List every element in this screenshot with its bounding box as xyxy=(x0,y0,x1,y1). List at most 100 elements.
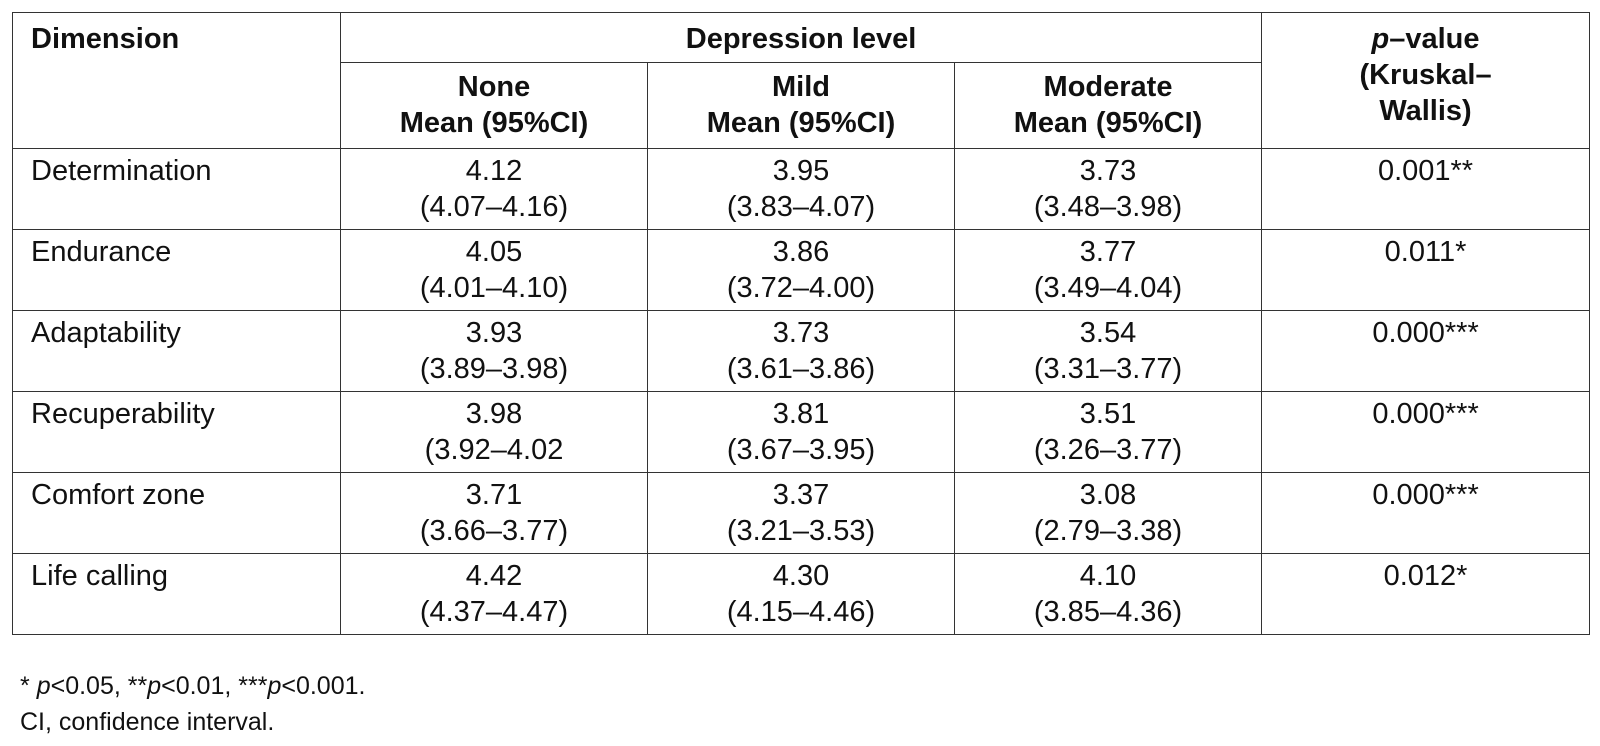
mean-value: 3.93 xyxy=(465,317,523,349)
mean-value: 3.54 xyxy=(1079,317,1137,349)
mean-value: 3.71 xyxy=(465,479,523,511)
p-value-cell: 0.000*** xyxy=(1261,391,1591,473)
results-table: Dimension Depression level p–value (Krus… xyxy=(12,12,1591,635)
ci-value: (4.15–4.46) xyxy=(726,596,876,628)
value-cell: 3.98 (3.92–4.02 xyxy=(340,391,648,473)
ci-value: (3.67–3.95) xyxy=(726,434,876,466)
ci-value: (3.72–4.00) xyxy=(726,272,876,304)
level-stat: Mean (95%CI) xyxy=(399,107,589,139)
level-stat: Mean (95%CI) xyxy=(706,107,896,139)
results-table-container: Dimension Depression level p–value (Krus… xyxy=(12,12,1591,635)
level-name: Mild xyxy=(772,71,830,103)
dimension-cell: Comfort zone xyxy=(12,472,341,554)
table-row: Comfort zone 3.71 (3.66–3.77) 3.37 (3.21–3… xyxy=(12,472,1591,554)
level-name: Moderate xyxy=(1043,71,1173,103)
value-cell: 3.86 (3.72–4.00) xyxy=(647,229,955,311)
header-p-value-line2: (Kruskal– xyxy=(1359,59,1492,91)
mean-value: 4.30 xyxy=(772,560,830,592)
mean-value: 3.73 xyxy=(772,317,830,349)
mean-value: 3.37 xyxy=(772,479,830,511)
ci-value: (3.89–3.98) xyxy=(419,353,569,385)
p-value-cell: 0.000*** xyxy=(1261,472,1591,554)
header-depression-level: Depression level xyxy=(339,12,1263,63)
table-row: Recuperability 3.98 (3.92–4.02 3.81 (3.67–… xyxy=(12,391,1591,473)
value-cell: 4.05 (4.01–4.10) xyxy=(340,229,648,311)
value-cell: 3.51 (3.26–3.77) xyxy=(953,391,1263,473)
header-dimension: Dimension xyxy=(12,12,341,149)
significance-footnote: * p<0.05, **p<0.01, ***p<0.001. xyxy=(20,668,365,704)
dimension-cell: Life calling xyxy=(12,553,341,635)
table-footnotes: * p<0.05, **p<0.01, ***p<0.001. CI, conf… xyxy=(20,668,365,740)
header-level-moderate: Moderate Mean (95%CI) xyxy=(953,62,1263,149)
header-row-1: Dimension Depression level p–value (Krus… xyxy=(12,12,1591,149)
footnote-p-italic: p xyxy=(147,672,162,700)
mean-value: 4.05 xyxy=(465,236,523,268)
table-row: Adaptability 3.93 (3.89–3.98) 3.73 (3.61–3… xyxy=(12,310,1591,392)
ci-value: (4.01–4.10) xyxy=(419,272,569,304)
footnote-text: * xyxy=(20,672,37,700)
ci-value: (3.61–3.86) xyxy=(726,353,876,385)
mean-value: 4.10 xyxy=(1079,560,1137,592)
mean-value: 3.95 xyxy=(772,155,830,187)
value-cell: 3.77 (3.49–4.04) xyxy=(953,229,1263,311)
ci-value: (4.07–4.16) xyxy=(419,191,569,223)
p-value-cell: 0.001** xyxy=(1261,148,1591,230)
value-cell: 4.42 (4.37–4.47) xyxy=(340,553,648,635)
level-name: None xyxy=(457,71,531,103)
value-cell: 3.37 (3.21–3.53) xyxy=(647,472,955,554)
ci-value: (3.48–3.98) xyxy=(1033,191,1183,223)
dimension-cell: Endurance xyxy=(12,229,341,311)
mean-value: 3.77 xyxy=(1079,236,1137,268)
table-row: Determination 4.12 (4.07–4.16) 3.95 (3.83–… xyxy=(12,148,1591,230)
value-cell: 4.12 (4.07–4.16) xyxy=(340,148,648,230)
level-stat: Mean (95%CI) xyxy=(1013,107,1203,139)
value-cell: 3.95 (3.83–4.07) xyxy=(647,148,955,230)
ci-value: (3.85–4.36) xyxy=(1033,596,1183,628)
ci-value: (4.37–4.47) xyxy=(419,596,569,628)
value-cell: 3.73 (3.48–3.98) xyxy=(953,148,1263,230)
ci-value: (3.92–4.02 xyxy=(424,434,564,466)
ci-value: (2.79–3.38) xyxy=(1033,515,1183,547)
ci-value: (3.31–3.77) xyxy=(1033,353,1183,385)
value-cell: 3.54 (3.31–3.77) xyxy=(953,310,1263,392)
footnote-p-italic: p xyxy=(36,672,51,700)
header-p-italic: p xyxy=(1371,23,1390,55)
header-level-none: None Mean (95%CI) xyxy=(340,62,648,149)
header-p-value-line1: p–value xyxy=(1262,21,1589,57)
mean-value: 3.98 xyxy=(465,398,523,430)
dimension-cell: Recuperability xyxy=(12,391,341,473)
footnote-text: <0.05, ** xyxy=(50,672,148,700)
table-row: Life calling 4.42 (4.37–4.47) 4.30 (4.15–4… xyxy=(12,553,1591,635)
header-p-value: p–value (Kruskal– Wallis) xyxy=(1261,12,1591,149)
footnote-text: <0.01, *** xyxy=(161,672,268,700)
table-row: Endurance 4.05 (4.01–4.10) 3.86 (3.72–4.00… xyxy=(12,229,1591,311)
mean-value: 3.81 xyxy=(772,398,830,430)
value-cell: 3.71 (3.66–3.77) xyxy=(340,472,648,554)
value-cell: 3.08 (2.79–3.38) xyxy=(953,472,1263,554)
value-cell: 3.93 (3.89–3.98) xyxy=(340,310,648,392)
value-cell: 4.30 (4.15–4.46) xyxy=(647,553,955,635)
mean-value: 4.42 xyxy=(465,560,523,592)
mean-value: 4.12 xyxy=(465,155,523,187)
mean-value: 3.86 xyxy=(772,236,830,268)
header-p-rest: –value xyxy=(1389,23,1480,55)
dimension-cell: Determination xyxy=(12,148,341,230)
mean-value: 3.51 xyxy=(1079,398,1137,430)
ci-value: (3.83–4.07) xyxy=(726,191,876,223)
ci-value: (3.66–3.77) xyxy=(419,515,569,547)
value-cell: 4.10 (3.85–4.36) xyxy=(953,553,1263,635)
mean-value: 3.73 xyxy=(1079,155,1137,187)
header-p-value-line3: Wallis) xyxy=(1379,95,1472,127)
p-value-cell: 0.012* xyxy=(1261,553,1591,635)
mean-value: 3.08 xyxy=(1079,479,1137,511)
value-cell: 3.81 (3.67–3.95) xyxy=(647,391,955,473)
value-cell: 3.73 (3.61–3.86) xyxy=(647,310,955,392)
p-value-cell: 0.011* xyxy=(1261,229,1591,311)
ci-value: (3.26–3.77) xyxy=(1033,434,1183,466)
ci-value: (3.21–3.53) xyxy=(726,515,876,547)
footnote-p-italic: p xyxy=(267,672,282,700)
p-value-cell: 0.000*** xyxy=(1261,310,1591,392)
footnote-text: <0.001. xyxy=(281,672,366,700)
ci-footnote: CI, confidence interval. xyxy=(20,708,275,736)
header-level-mild: Mild Mean (95%CI) xyxy=(647,62,955,149)
